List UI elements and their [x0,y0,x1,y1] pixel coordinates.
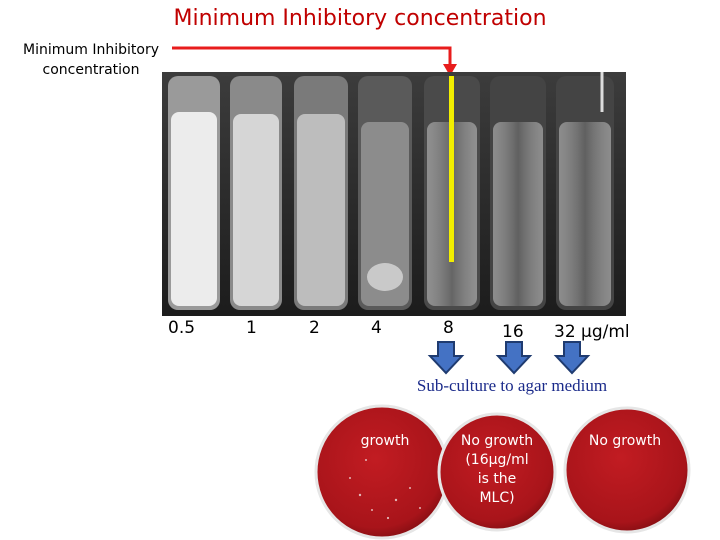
concentration-label: 8 [443,318,454,338]
plate-label-no-growth: No growth [588,433,662,449]
test-tubes-photo [162,72,626,316]
subculture-label: Sub-culture to agar medium [416,376,608,395]
agar-plate [314,404,450,540]
concentration-label: 32 µg/ml [554,322,630,342]
down-arrow-icon [495,341,533,375]
plate-label-line: No growth [460,433,534,449]
agar-plate [563,406,691,534]
agar-plate [437,412,557,532]
mic-marker [449,76,454,262]
side-label: Minimum Inhibitory concentration [23,42,159,78]
concentration-label: 1 [246,318,257,338]
diagram-title: Minimum Inhibitory concentration [173,6,547,31]
concentration-label: 4 [371,318,382,338]
plate-label-line: is the [477,471,517,487]
agar-plates-photo [314,404,691,540]
concentration-label: 0.5 [168,318,196,338]
plate-label-mlc: No growth (16µg/ml is the MLC) [450,432,544,508]
down-arrow-icon [427,341,465,375]
plate-label-growth: growth [360,433,410,449]
plate-label-line: (16µg/ml [465,452,529,468]
concentration-label: 16 [502,322,524,342]
down-arrow-icon [553,341,591,375]
concentration-label: 2 [309,318,320,338]
plate-label-line: MLC) [479,490,515,506]
